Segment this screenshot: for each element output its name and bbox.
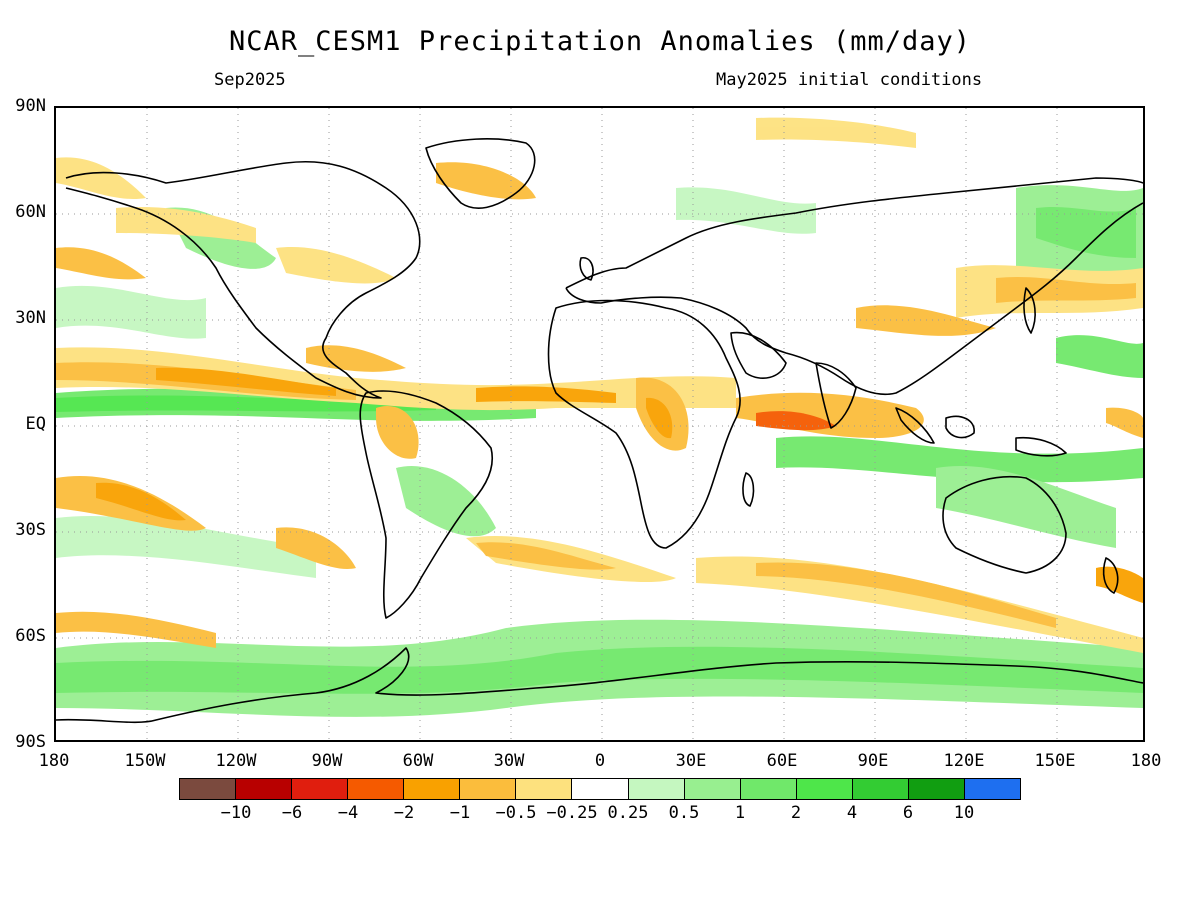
lon-tick-120e: 120E bbox=[943, 751, 985, 771]
colorbar-swatch bbox=[684, 779, 741, 799]
colorbar-swatch bbox=[572, 779, 629, 799]
lon-tick-0: 0 bbox=[594, 751, 606, 771]
colorbar-swatch bbox=[516, 779, 573, 799]
coastlines bbox=[56, 138, 1143, 724]
colorbar-label: −4 bbox=[337, 803, 359, 823]
colorbar-label: 10 bbox=[953, 803, 975, 823]
colorbar-swatch bbox=[404, 779, 461, 799]
coast-antarctica bbox=[56, 647, 1143, 724]
colorbar-label: −0.5 bbox=[495, 803, 537, 823]
colorbar-swatch bbox=[740, 779, 797, 799]
lat-tick-60s: 60S bbox=[15, 626, 46, 646]
coast-greenland bbox=[425, 138, 536, 209]
lon-tick-90w: 90W bbox=[311, 751, 343, 771]
colorbar-label: 1 bbox=[734, 803, 746, 823]
colorbar-label: −0.25 bbox=[546, 803, 598, 823]
lon-tick-30e: 30E bbox=[675, 751, 707, 771]
colorbar-label: 4 bbox=[846, 803, 858, 823]
colorbar-swatch bbox=[348, 779, 405, 799]
colorbar-label: −6 bbox=[281, 803, 303, 823]
coast-india bbox=[815, 362, 857, 429]
coast-borneo bbox=[945, 415, 975, 439]
coast-uk bbox=[579, 257, 594, 281]
colorbar-label: −2 bbox=[393, 803, 415, 823]
colorbar-label: 2 bbox=[790, 803, 802, 823]
coast-new-zealand bbox=[1102, 557, 1119, 594]
lat-tick-30n: 30N bbox=[15, 308, 46, 328]
colorbar-swatch bbox=[180, 779, 237, 799]
chart-title: NCAR_CESM1 Precipitation Anomalies (mm/d… bbox=[229, 26, 971, 57]
colorbar-label: 0.25 bbox=[607, 803, 649, 823]
lon-tick-150e: 150E bbox=[1034, 751, 1076, 771]
colorbar-swatch bbox=[964, 779, 1020, 799]
lon-tick-180e: 180 bbox=[1130, 751, 1162, 771]
colorbar-swatch bbox=[236, 779, 293, 799]
coast-africa bbox=[547, 299, 741, 549]
colorbar-label: 6 bbox=[902, 803, 914, 823]
colorbar-swatch bbox=[292, 779, 349, 799]
lon-tick-150w: 150W bbox=[124, 751, 166, 771]
colorbar-label: −10 bbox=[220, 803, 252, 823]
coast-madagascar bbox=[742, 472, 755, 507]
coast-australia bbox=[942, 475, 1067, 574]
colorbar-label: 0.5 bbox=[668, 803, 700, 823]
coast-arabia bbox=[730, 331, 787, 379]
coast-new-guinea bbox=[1015, 436, 1067, 457]
lon-tick-180w: 180 bbox=[38, 751, 70, 771]
lon-tick-120w: 120W bbox=[215, 751, 257, 771]
colorbar-swatch bbox=[852, 779, 909, 799]
lat-tick-eq: EQ bbox=[25, 414, 46, 434]
lon-tick-30w: 30W bbox=[493, 751, 525, 771]
colorbar-swatch bbox=[796, 779, 853, 799]
init-conditions-label: May2025 initial conditions bbox=[716, 70, 983, 90]
coast-sumatra bbox=[895, 407, 935, 444]
coast-japan bbox=[1023, 287, 1036, 334]
lat-tick-90s: 90S bbox=[15, 732, 46, 752]
colorbar-swatch bbox=[628, 779, 685, 799]
colorbar-swatch bbox=[460, 779, 517, 799]
colorbar-swatch bbox=[908, 779, 965, 799]
coast-south-america bbox=[359, 390, 493, 619]
lat-tick-30s: 30S bbox=[15, 520, 46, 540]
lat-tick-60n: 60N bbox=[15, 202, 46, 222]
anomaly-map bbox=[56, 108, 1143, 740]
lat-tick-90n: 90N bbox=[15, 96, 46, 116]
lon-tick-60e: 60E bbox=[766, 751, 798, 771]
lon-tick-60w: 60W bbox=[402, 751, 434, 771]
coast-north-america bbox=[65, 160, 421, 399]
map-panel bbox=[54, 106, 1145, 742]
colorbar-label: −1 bbox=[449, 803, 471, 823]
colorbar bbox=[179, 778, 1021, 800]
lon-tick-90e: 90E bbox=[857, 751, 889, 771]
coast-eurasia bbox=[565, 177, 1143, 396]
anomaly-fields bbox=[56, 117, 1143, 717]
valid-month-label: Sep2025 bbox=[214, 70, 286, 90]
